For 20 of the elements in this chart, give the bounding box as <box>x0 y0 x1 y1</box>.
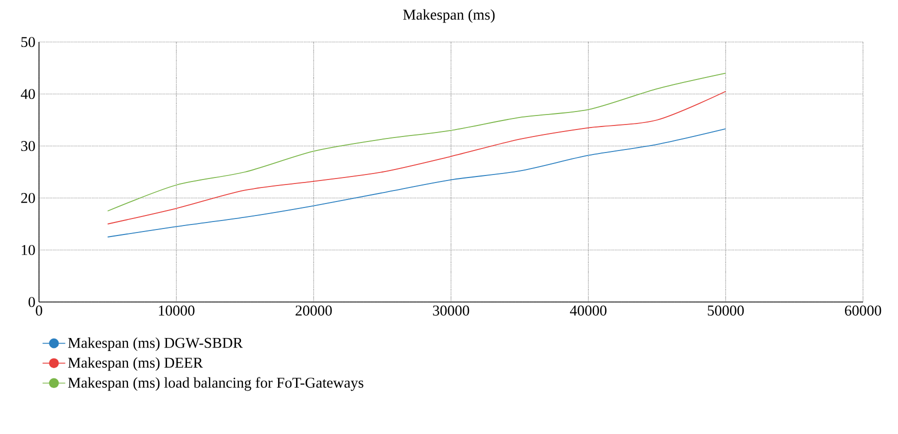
y-tick-label: 20 <box>21 192 35 204</box>
legend-label: Makespan (ms) DEER <box>68 357 203 371</box>
y-tick-label: 40 <box>20 88 35 100</box>
x-tick-label: 40000 <box>570 306 606 316</box>
y-tick-label: 10 <box>22 244 35 256</box>
y-tick-label: 0 <box>28 296 35 308</box>
x-tick-label: 50000 <box>708 306 744 316</box>
line-series <box>107 128 726 238</box>
legend-label: Makespan (ms) DGW-SBDR <box>68 337 243 351</box>
chart-title: Makespan (ms) <box>403 9 495 23</box>
line-series <box>107 72 726 212</box>
y-tick-label: 30 <box>21 140 35 152</box>
x-tick-label: 30000 <box>433 306 470 316</box>
x-tick-label: 60000 <box>844 306 882 316</box>
x-tick-label: 0 <box>36 306 42 316</box>
legend-label: Makespan (ms) load balancing for FoT-Gateways <box>68 377 364 391</box>
x-tick-label: 10000 <box>158 306 194 316</box>
line-series <box>107 90 726 224</box>
x-tick-label: 20000 <box>296 306 332 316</box>
y-tick-label: 50 <box>21 36 35 48</box>
